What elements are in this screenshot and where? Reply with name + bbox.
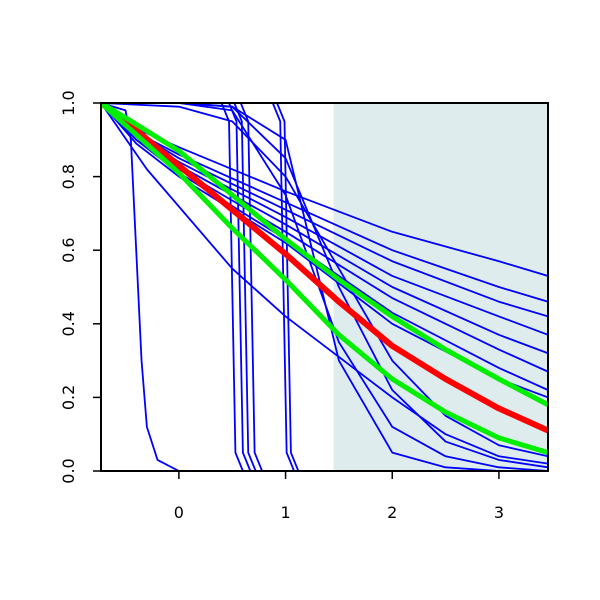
series-line bbox=[101, 103, 548, 471]
plot-box bbox=[100, 102, 549, 472]
series-line bbox=[101, 103, 548, 434]
y-tick-label: 0.6 bbox=[59, 237, 78, 262]
y-tick-label: 1.0 bbox=[59, 90, 78, 115]
x-tick-label: 3 bbox=[494, 503, 504, 522]
series-line bbox=[101, 103, 548, 407]
series-line bbox=[101, 103, 548, 471]
series-line bbox=[101, 103, 548, 455]
x-tick-label: 1 bbox=[280, 503, 290, 522]
y-tick-label: 0.0 bbox=[59, 458, 78, 483]
x-tick-label: 2 bbox=[387, 503, 397, 522]
series-line bbox=[101, 103, 548, 458]
series-line bbox=[101, 103, 548, 471]
series-line bbox=[101, 103, 548, 471]
series-line bbox=[101, 103, 548, 471]
series-line bbox=[101, 103, 548, 471]
series-line bbox=[101, 103, 548, 471]
y-tick-label: 0.2 bbox=[59, 385, 78, 410]
y-tick-label: 0.4 bbox=[59, 311, 78, 336]
x-tick-label: 0 bbox=[174, 503, 184, 522]
y-tick-label: 0.8 bbox=[59, 164, 78, 189]
series-line bbox=[101, 103, 548, 471]
